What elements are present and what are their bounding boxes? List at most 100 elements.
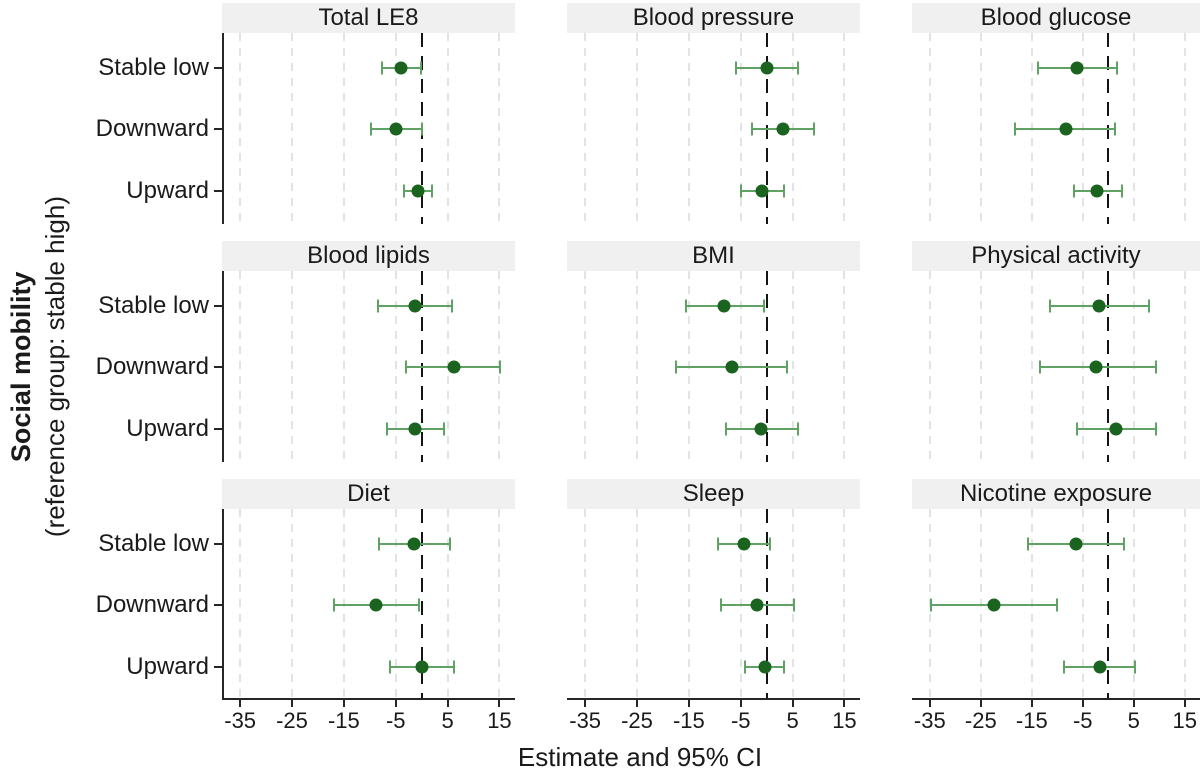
estimate-dot [717, 299, 731, 313]
ci-cap-low [1014, 122, 1017, 135]
x-axis-tick [1183, 700, 1186, 707]
estimate-dot [1093, 660, 1107, 674]
gridline [843, 509, 846, 700]
y-axis-label: Social mobility (reference group: stable… [0, 33, 76, 700]
ci-cap-high [1116, 61, 1119, 75]
gridline [979, 271, 982, 462]
x-axis-tick [739, 700, 742, 707]
gridline [636, 509, 638, 700]
estimate-dot [754, 422, 768, 436]
estimate-dot [1070, 61, 1084, 75]
estimate-dot [408, 422, 422, 436]
x-axis-line [912, 698, 1200, 700]
ci-cap-high [796, 422, 799, 436]
ci-cap-low [740, 184, 743, 198]
estimate-dot [776, 122, 790, 135]
x-tick-label: -25 [276, 708, 308, 733]
ci-cap-low [1075, 422, 1078, 436]
ci-cap-high [1133, 660, 1136, 674]
gridline [1183, 271, 1186, 462]
ci-cap-high [419, 61, 422, 75]
ci-cap-high [431, 184, 434, 198]
panel-sleep: Sleep -35 -25 -15 -5 5 15 [567, 479, 860, 732]
gridline [791, 271, 794, 462]
x-tick-label: 15 [487, 708, 512, 733]
gridline [342, 271, 345, 462]
plot-area: Stable low Downward Upward [96, 33, 515, 224]
gridline [584, 33, 587, 224]
x-tick-label: -25 [964, 708, 997, 733]
gridline [1132, 509, 1135, 700]
estimate-dot [760, 61, 774, 75]
gridline [584, 271, 587, 462]
ci-cap-high [448, 537, 451, 551]
plot-area [912, 271, 1200, 462]
estimate-dot [987, 598, 1001, 611]
gridline [687, 509, 690, 700]
x-axis-tick [394, 700, 397, 707]
ci-cap-high [1120, 184, 1123, 198]
panel-title: Physical activity [912, 241, 1200, 271]
reference-line [420, 509, 423, 700]
x-axis-tick [342, 700, 345, 707]
panel-title: Total LE8 [222, 3, 515, 33]
y-axis-line [222, 509, 224, 700]
estimate-dot [411, 184, 425, 198]
ci-cap-low [333, 598, 335, 611]
panel-title: Nicotine exposure [912, 479, 1200, 509]
gridline [928, 271, 931, 462]
x-tick-label: -25 [621, 708, 653, 733]
gridline [291, 33, 293, 224]
ci-cap-high [442, 422, 445, 436]
x-tick-label: 5 [786, 708, 799, 733]
estimate-dot [1069, 537, 1083, 551]
gridline [584, 509, 587, 700]
ci-cap-low [1038, 360, 1041, 373]
ci-cap-low [675, 360, 678, 373]
y-axis-tick [214, 66, 222, 69]
ci-cap-high [1113, 122, 1116, 135]
ci-cap-high [782, 660, 785, 674]
panel-blood-glucose: Blood glucose [912, 3, 1200, 224]
x-axis-line [567, 698, 860, 700]
estimate-dot [755, 184, 769, 198]
gridline [636, 271, 638, 462]
x-axis-tick [843, 700, 846, 707]
gridline [239, 509, 242, 700]
ci-cap-low [735, 61, 738, 75]
gridline [446, 33, 449, 224]
ci-cap-low [386, 422, 389, 436]
ci-cap-low [685, 299, 688, 313]
estimate-dot [1089, 360, 1103, 373]
gridline [342, 33, 345, 224]
gridline [498, 509, 501, 700]
ci-cap-high [418, 598, 421, 611]
plot-area: -35 -25 -15 -5 5 15 [567, 509, 860, 732]
y-axis-tick [214, 542, 222, 545]
estimate-dot [1109, 422, 1123, 436]
ci-cap-low [403, 184, 406, 198]
gridline [687, 33, 690, 224]
plot-area: Stable low Downward Upward -35 -25 -15 -5 5 15 [96, 509, 515, 732]
gridline [636, 33, 638, 224]
estimate-dot [737, 537, 751, 551]
ci-cap-low [717, 537, 720, 551]
ci-cap-low [378, 537, 381, 551]
ci-cap-high [783, 184, 786, 198]
x-axis-tick [1030, 700, 1033, 707]
gridline [291, 509, 293, 700]
row-label-stable-low: Stable low [98, 53, 209, 81]
x-axis-line [222, 698, 515, 700]
gridline [928, 509, 931, 700]
row-label-upward: Upward [126, 176, 209, 204]
estimate-dot [750, 598, 764, 611]
row-label-downward: Downward [95, 114, 209, 142]
row-label-upward: Upward [126, 414, 209, 442]
y-axis-tick [214, 189, 222, 192]
y-axis-tick [214, 365, 222, 368]
y-axis-tick [214, 304, 222, 307]
panel-bmi: BMI [567, 241, 860, 462]
ci-cap-high [763, 299, 766, 313]
gridline [1183, 33, 1186, 224]
y-axis-line [222, 271, 224, 462]
